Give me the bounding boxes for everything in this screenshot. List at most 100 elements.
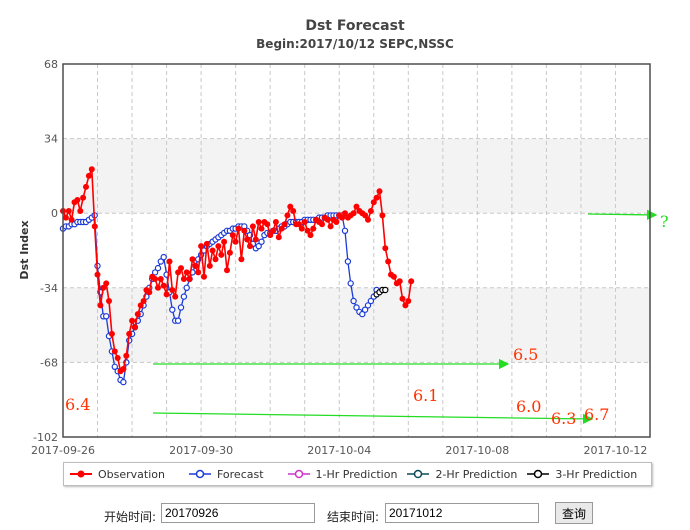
observation-point bbox=[68, 216, 75, 223]
legend-item-observation[interactable]: Observation bbox=[70, 468, 165, 481]
observation-point bbox=[362, 212, 369, 219]
observation-point bbox=[382, 245, 389, 252]
observation-point bbox=[140, 298, 147, 304]
forecast-point bbox=[255, 242, 262, 250]
x-tick-label: 2017-09-30 bbox=[169, 444, 233, 457]
query-controls: 开始时间: 结束时间: 查询 bbox=[0, 500, 690, 530]
observation-point bbox=[367, 208, 374, 214]
observation-point bbox=[229, 232, 236, 239]
legend-label: Observation bbox=[98, 467, 165, 481]
observation-point bbox=[192, 262, 199, 269]
observation-point bbox=[319, 221, 325, 228]
observation-point bbox=[212, 256, 219, 263]
observation-point bbox=[100, 284, 107, 291]
observation-point bbox=[284, 212, 291, 219]
legend-item-forecast[interactable]: Forecast bbox=[188, 467, 264, 481]
forecast-point bbox=[157, 258, 164, 265]
observation-point bbox=[103, 280, 110, 287]
observation-point bbox=[77, 208, 84, 214]
observation-point bbox=[342, 210, 348, 217]
y-tick-label: -34 bbox=[40, 282, 58, 295]
observation-point bbox=[402, 302, 409, 309]
y-tick-label: -102 bbox=[33, 431, 58, 444]
legend-item-2hr-prediction[interactable]: 2-Hr Prediction bbox=[407, 468, 517, 481]
observation-point bbox=[376, 188, 383, 195]
observation-point bbox=[390, 273, 397, 280]
forecast-point bbox=[120, 378, 127, 386]
observation-point bbox=[304, 227, 311, 234]
chart-legend: Observation Forecast 1-Hr Prediction 2-H… bbox=[63, 462, 652, 486]
observation-point bbox=[408, 278, 415, 285]
observation-point bbox=[281, 221, 288, 228]
observation-point bbox=[339, 214, 346, 221]
observation-point bbox=[298, 225, 305, 232]
prediction-3hr-series bbox=[373, 286, 389, 298]
observation-point bbox=[249, 223, 256, 230]
forecast-point bbox=[151, 269, 159, 276]
end-time-label: 结束时间: bbox=[327, 510, 380, 524]
forecast-point bbox=[341, 227, 349, 234]
forecast-marker-icon bbox=[188, 469, 211, 479]
annotation-label: ? bbox=[660, 212, 669, 231]
observation-point bbox=[278, 225, 285, 232]
annotation-label: 6.5 bbox=[513, 345, 538, 364]
observation-point bbox=[255, 219, 262, 225]
plot-border bbox=[62, 63, 651, 438]
x-tick-label: 2017-10-12 bbox=[584, 444, 648, 457]
observation-point bbox=[221, 238, 228, 245]
observation-point bbox=[166, 258, 173, 265]
forecast-point bbox=[169, 306, 176, 313]
observation-point bbox=[126, 330, 133, 337]
observation-point bbox=[169, 287, 176, 293]
observation-point bbox=[247, 243, 253, 250]
observation-point bbox=[120, 366, 127, 372]
observation-point bbox=[163, 291, 170, 298]
prediction-3hr-point bbox=[382, 286, 389, 294]
observation-point bbox=[198, 243, 205, 250]
observation-point bbox=[385, 258, 392, 265]
observation-point bbox=[370, 199, 377, 206]
legend-label: 3-Hr Prediction bbox=[555, 467, 638, 481]
forecast-point bbox=[111, 363, 119, 370]
chart-subtitle: Begin:2017/10/12 SEPC,NSSC bbox=[256, 37, 454, 51]
observation-point bbox=[270, 227, 277, 234]
legend-item-3hr-prediction[interactable]: 3-Hr Prediction bbox=[527, 468, 637, 481]
observation-point bbox=[155, 284, 161, 291]
legend-label: 2-Hr Prediction bbox=[435, 467, 518, 481]
observation-point bbox=[186, 276, 193, 282]
observation-point bbox=[172, 293, 179, 300]
forecast-point bbox=[183, 284, 190, 291]
plot-band bbox=[63, 287, 650, 363]
observation-point bbox=[83, 183, 89, 190]
observation-point bbox=[350, 210, 357, 217]
end-time-input[interactable] bbox=[385, 503, 539, 523]
observation-point bbox=[272, 219, 279, 225]
observation-point bbox=[215, 243, 222, 250]
observation-point bbox=[275, 234, 282, 241]
observation-point bbox=[252, 236, 259, 243]
observation-series bbox=[60, 166, 415, 375]
observation-point bbox=[218, 251, 225, 258]
observation-point bbox=[307, 232, 314, 239]
observation-marker-icon bbox=[70, 470, 92, 478]
observation-point bbox=[324, 216, 331, 223]
forecast-point bbox=[364, 302, 372, 309]
dst-chart: Dst Forecast Begin:2017/10/12 SEPC,NSSC … bbox=[18, 18, 669, 457]
forecast-point bbox=[177, 304, 185, 311]
observation-point bbox=[146, 289, 153, 296]
observation-point bbox=[157, 276, 164, 282]
query-button[interactable]: 查询 bbox=[555, 502, 594, 524]
observation-point bbox=[178, 265, 184, 272]
observation-point bbox=[106, 298, 112, 304]
observation-point bbox=[267, 232, 274, 239]
legend-label: Forecast bbox=[216, 467, 264, 481]
y-tick-label: -68 bbox=[40, 356, 58, 369]
start-time-input[interactable] bbox=[161, 503, 315, 523]
observation-point bbox=[258, 225, 265, 232]
legend-label: 1-Hr Prediction bbox=[315, 467, 398, 481]
observation-point bbox=[114, 355, 121, 361]
observation-point bbox=[183, 269, 190, 276]
legend-item-1hr-prediction[interactable]: 1-Hr Prediction bbox=[287, 467, 398, 481]
observation-point bbox=[301, 219, 308, 225]
annotation-label: 6.0 bbox=[516, 397, 541, 416]
